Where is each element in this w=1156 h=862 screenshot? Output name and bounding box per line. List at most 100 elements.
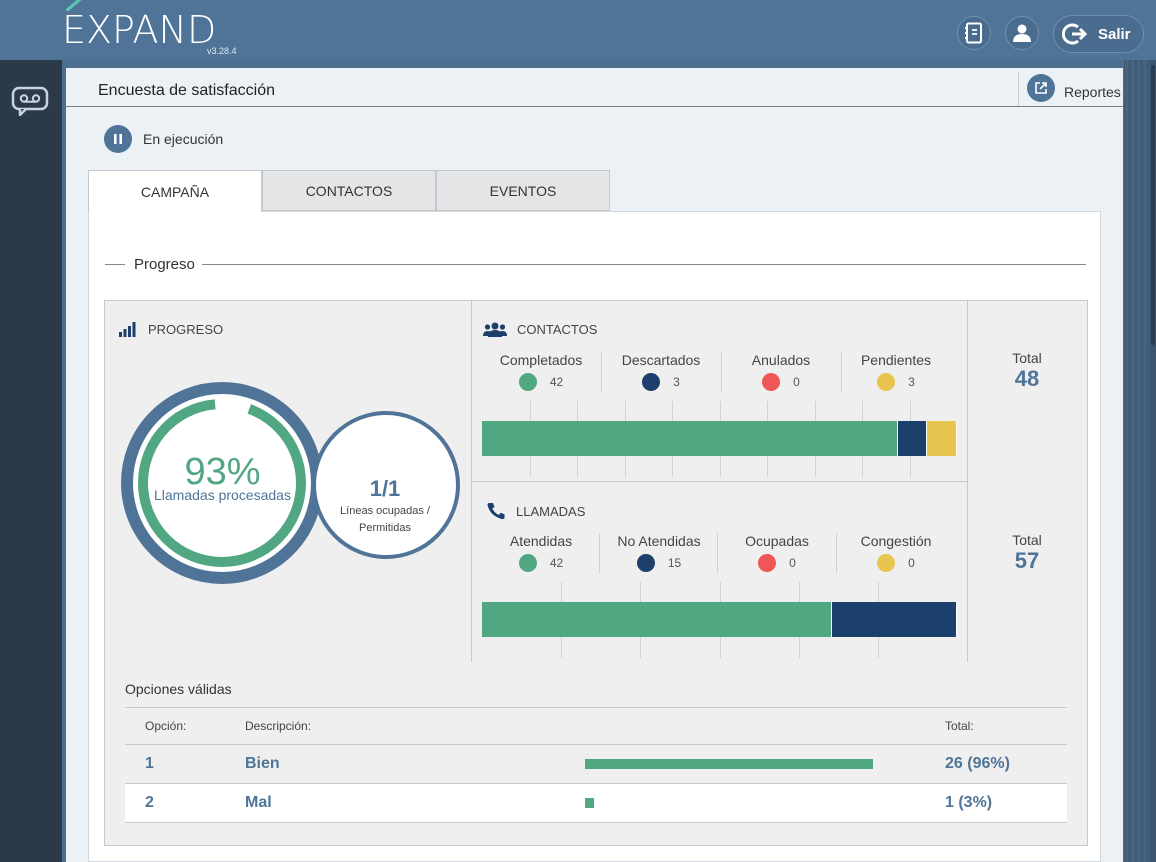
stat-value: 0 <box>789 556 796 570</box>
status-dot <box>762 373 781 391</box>
llamadas-stacked-bar <box>482 582 957 658</box>
status-dot <box>877 373 896 391</box>
stat-atendidas: Atendidas 42 <box>481 533 601 572</box>
stat-value: 42 <box>549 556 564 570</box>
stat-separator <box>717 533 718 573</box>
stat-separator <box>836 533 837 573</box>
logout-button[interactable]: Salir <box>1053 15 1144 53</box>
stat-label: Completados <box>499 352 583 368</box>
title-divider <box>66 106 1123 107</box>
divider-vertical-2 <box>967 301 968 662</box>
app-logo: EXPAND <box>62 8 217 52</box>
logout-label: Salir <box>1098 25 1131 43</box>
reportes-separator <box>1018 72 1019 106</box>
llamadas-header: LLAMADAS <box>486 502 585 520</box>
address-book-icon <box>965 22 982 44</box>
external-link-icon <box>1035 82 1047 94</box>
row-opcion: 2 <box>145 794 154 811</box>
stat-label: Descartados <box>621 352 701 368</box>
progreso-title: PROGRESO <box>148 321 224 337</box>
status-label: En ejecución <box>143 131 224 147</box>
logout-icon <box>1062 23 1088 45</box>
tab-contactos[interactable]: CONTACTOS <box>262 170 436 211</box>
lines-caption-1: Líneas ocupadas / <box>340 505 430 517</box>
section-title: Progreso <box>134 256 195 273</box>
tab-campana[interactable]: CAMPAÑA <box>88 170 262 212</box>
phone-icon <box>487 503 505 520</box>
bar-segment <box>927 421 957 456</box>
status-dot <box>518 554 537 572</box>
section-divider-right <box>202 264 1086 265</box>
reportes-label[interactable]: Reportes <box>1064 84 1121 100</box>
reportes-button[interactable] <box>1027 74 1055 102</box>
user-button[interactable] <box>1005 16 1039 50</box>
status-dot <box>877 554 896 572</box>
lines-value: 1/1 <box>369 476 401 501</box>
total-value: 48 <box>1014 366 1040 391</box>
contacts-button[interactable] <box>957 16 991 50</box>
llamadas-title: LLAMADAS <box>516 503 586 519</box>
total-value: 57 <box>1014 548 1040 573</box>
tab-eventos[interactable]: EVENTOS <box>436 170 610 211</box>
user-icon <box>1013 24 1031 42</box>
stat-separator <box>599 533 600 573</box>
stat-separator <box>841 352 842 392</box>
row-result-bar <box>585 759 873 769</box>
stat-separator <box>721 352 722 392</box>
status-dot <box>758 554 777 572</box>
llamadas-total: Total 57 <box>987 532 1067 574</box>
progress-dashboard: PROGRESO 93% Llamadas procesadas 1/1 Lín… <box>104 300 1088 846</box>
voicemail-nav-button[interactable] <box>11 86 49 117</box>
contactos-header: CONTACTOS <box>483 321 597 337</box>
opciones-title: Opciones válidas <box>125 681 232 697</box>
app-version: v3.28.4 <box>207 46 237 56</box>
table-row: 2 Mal 1 (3%) <box>125 784 1067 823</box>
stat-label: Congestión <box>860 533 932 549</box>
contactos-stacked-bar <box>482 401 957 477</box>
section-divider-left <box>105 264 125 265</box>
voicemail-icon <box>11 86 49 117</box>
status-dot <box>642 373 661 391</box>
stat-value: 3 <box>673 375 680 389</box>
scrollbar-thumb[interactable] <box>1151 65 1155 345</box>
row-descripcion: Mal <box>245 794 272 811</box>
row-descripcion: Bien <box>245 755 280 772</box>
bar-segment <box>897 421 928 456</box>
row-opcion: 1 <box>145 755 154 772</box>
progreso-header: PROGRESO <box>118 321 223 337</box>
stat-ocupadas: Ocupadas 0 <box>717 533 837 572</box>
table-row: 1 Bien 26 (96%) <box>125 745 1067 784</box>
stat-value: 0 <box>908 556 915 570</box>
status-dot <box>636 554 655 572</box>
top-bar: EXPAND v3.28.4 Salir <box>0 0 1156 60</box>
divider-horizontal <box>471 481 967 482</box>
stat-value: 3 <box>908 375 915 389</box>
lines-ring <box>312 411 460 559</box>
lines-caption-2: Permitidas <box>359 522 411 534</box>
total-label: Total <box>1012 350 1042 366</box>
bar-segment <box>482 602 832 637</box>
stat-no-atendidas: No Atendidas 15 <box>599 533 719 572</box>
page-scrollbar[interactable] <box>1150 60 1156 862</box>
pause-icon <box>114 134 122 144</box>
signal-bars-icon <box>119 322 136 337</box>
bar-segment <box>482 421 898 456</box>
progress-ring-gap <box>137 398 307 568</box>
pause-button[interactable] <box>104 125 132 153</box>
contactos-title: CONTACTOS <box>517 321 598 337</box>
stat-pendientes: Pendientes 3 <box>836 352 956 391</box>
stat-congestion: Congestión 0 <box>836 533 956 572</box>
stat-completados: Completados 42 <box>481 352 601 391</box>
row-total: 26 (96%) <box>945 755 1010 772</box>
header-descripcion: Descripción: <box>245 719 312 733</box>
progress-percent: 93% <box>184 451 261 493</box>
stat-value: 0 <box>793 375 800 389</box>
opciones-table: Opción: Descripción: Total: 1 Bien 26 (9… <box>125 707 1067 823</box>
left-sidebar <box>0 60 62 862</box>
page-title: Encuesta de satisfacción <box>98 82 275 99</box>
stat-label: Pendientes <box>860 352 932 368</box>
stat-separator <box>601 352 602 392</box>
contactos-total: Total 48 <box>987 350 1067 392</box>
stat-value: 15 <box>667 556 682 570</box>
progress-rings <box>121 382 460 584</box>
